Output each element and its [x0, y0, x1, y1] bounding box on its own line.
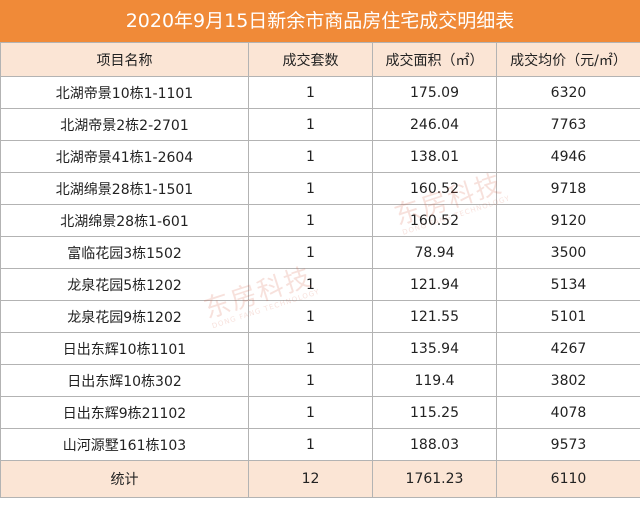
units-cell: 1	[248, 76, 373, 109]
area-cell: 119.4	[372, 364, 497, 397]
price-cell: 5101	[496, 300, 640, 333]
units-cell: 1	[248, 108, 373, 141]
table-row: 日出东辉10栋1101 1 135.94 4267	[0, 332, 640, 365]
table-row: 北湖绵景28栋1-1501 1 160.52 9718	[0, 172, 640, 205]
project-cell: 北湖绵景28栋1-1501	[0, 172, 249, 205]
project-cell: 日出东辉10栋302	[0, 364, 249, 397]
price-cell: 9718	[496, 172, 640, 205]
table-row: 北湖帝景2栋2-2701 1 246.04 7763	[0, 108, 640, 141]
area-cell: 135.94	[372, 332, 497, 365]
table-row: 龙泉花园9栋1202 1 121.55 5101	[0, 300, 640, 333]
price-cell: 4267	[496, 332, 640, 365]
project-cell: 北湖帝景2栋2-2701	[0, 108, 249, 141]
price-cell: 4078	[496, 396, 640, 429]
units-cell: 1	[248, 140, 373, 173]
units-cell: 1	[248, 204, 373, 237]
price-cell: 3802	[496, 364, 640, 397]
header-row: 项目名称 成交套数 成交面积（㎡） 成交均价（元/㎡）	[0, 42, 640, 77]
column-header-units: 成交套数	[248, 42, 373, 77]
area-cell: 115.25	[372, 396, 497, 429]
table-row: 日出东辉10栋302 1 119.4 3802	[0, 364, 640, 397]
area-cell: 138.01	[372, 140, 497, 173]
price-cell: 4946	[496, 140, 640, 173]
units-cell: 1	[248, 268, 373, 301]
table-row: 龙泉花园5栋1202 1 121.94 5134	[0, 268, 640, 301]
price-cell: 7763	[496, 108, 640, 141]
project-cell: 龙泉花园5栋1202	[0, 268, 249, 301]
units-cell: 1	[248, 236, 373, 269]
project-cell: 龙泉花园9栋1202	[0, 300, 249, 333]
project-cell: 北湖绵景28栋1-601	[0, 204, 249, 237]
column-header-area: 成交面积（㎡）	[372, 42, 497, 77]
total-label-cell: 统计	[0, 460, 249, 498]
area-cell: 78.94	[372, 236, 497, 269]
area-cell: 160.52	[372, 172, 497, 205]
price-cell: 6320	[496, 76, 640, 109]
area-cell: 188.03	[372, 428, 497, 461]
table-title: 2020年9月15日新余市商品房住宅成交明细表	[0, 0, 640, 42]
total-price-cell: 6110	[496, 460, 640, 498]
price-cell: 3500	[496, 236, 640, 269]
units-cell: 1	[248, 332, 373, 365]
table-row: 富临花园3栋1502 1 78.94 3500	[0, 236, 640, 269]
transactions-table: 项目名称 成交套数 成交面积（㎡） 成交均价（元/㎡） 北湖帝景10栋1-110…	[0, 42, 640, 498]
units-cell: 1	[248, 396, 373, 429]
table-row: 北湖帝景41栋1-2604 1 138.01 4946	[0, 140, 640, 173]
project-cell: 日出东辉9栋21102	[0, 396, 249, 429]
area-cell: 160.52	[372, 204, 497, 237]
project-cell: 北湖帝景41栋1-2604	[0, 140, 249, 173]
column-header-project: 项目名称	[0, 42, 249, 77]
total-row: 统计 12 1761.23 6110	[0, 460, 640, 498]
area-cell: 121.55	[372, 300, 497, 333]
total-units-cell: 12	[248, 460, 373, 498]
units-cell: 1	[248, 364, 373, 397]
table-row: 北湖帝景10栋1-1101 1 175.09 6320	[0, 76, 640, 109]
project-cell: 日出东辉10栋1101	[0, 332, 249, 365]
total-area-cell: 1761.23	[372, 460, 497, 498]
area-cell: 246.04	[372, 108, 497, 141]
price-cell: 5134	[496, 268, 640, 301]
table-row: 北湖绵景28栋1-601 1 160.52 9120	[0, 204, 640, 237]
area-cell: 175.09	[372, 76, 497, 109]
column-header-price: 成交均价（元/㎡）	[496, 42, 640, 77]
project-cell: 山河源墅161栋103	[0, 428, 249, 461]
project-cell: 富临花园3栋1502	[0, 236, 249, 269]
project-cell: 北湖帝景10栋1-1101	[0, 76, 249, 109]
units-cell: 1	[248, 300, 373, 333]
table-row: 日出东辉9栋21102 1 115.25 4078	[0, 396, 640, 429]
table-row: 山河源墅161栋103 1 188.03 9573	[0, 428, 640, 461]
price-cell: 9573	[496, 428, 640, 461]
area-cell: 121.94	[372, 268, 497, 301]
units-cell: 1	[248, 172, 373, 205]
price-cell: 9120	[496, 204, 640, 237]
units-cell: 1	[248, 428, 373, 461]
